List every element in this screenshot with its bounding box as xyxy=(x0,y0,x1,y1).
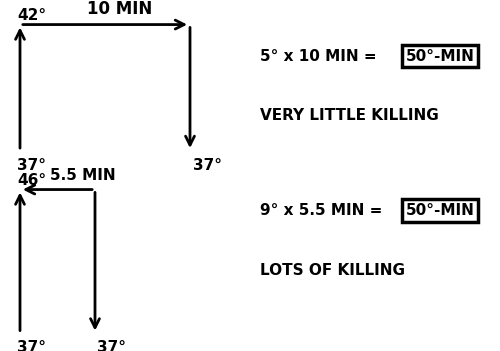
Text: 5.5 MIN: 5.5 MIN xyxy=(50,167,116,183)
Text: 50°-MIN: 50°-MIN xyxy=(406,203,474,218)
Text: 10 MIN: 10 MIN xyxy=(88,0,152,18)
Text: 42°: 42° xyxy=(18,8,46,23)
Text: 9° x 5.5 MIN =: 9° x 5.5 MIN = xyxy=(260,203,388,218)
Text: 50°-MIN: 50°-MIN xyxy=(406,49,474,64)
Text: 5° x 10 MIN =: 5° x 10 MIN = xyxy=(260,49,382,64)
Text: 37°: 37° xyxy=(192,158,222,173)
Text: 37°: 37° xyxy=(18,340,46,351)
Text: 37°: 37° xyxy=(18,158,46,173)
Text: VERY LITTLE KILLING: VERY LITTLE KILLING xyxy=(260,108,439,123)
Text: 46°: 46° xyxy=(18,173,46,188)
Text: LOTS OF KILLING: LOTS OF KILLING xyxy=(260,263,405,278)
Text: 37°: 37° xyxy=(98,340,126,351)
